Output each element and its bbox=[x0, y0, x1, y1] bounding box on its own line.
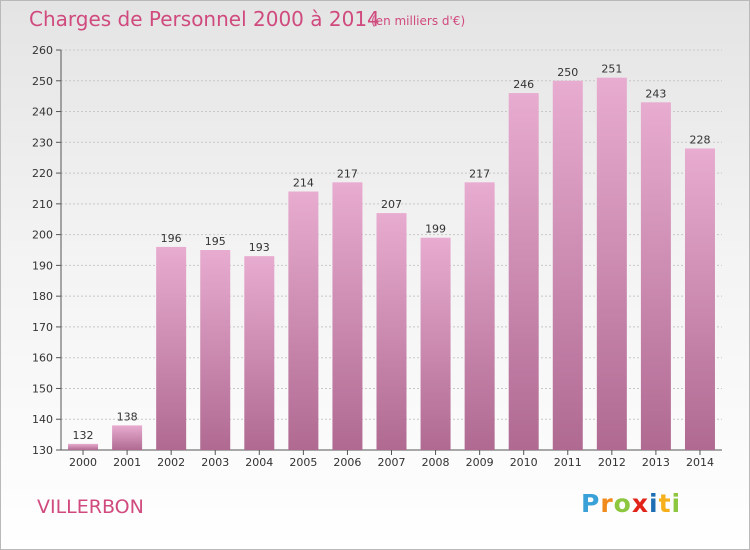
y-tick-label: 180 bbox=[32, 290, 53, 303]
bar-value-label: 132 bbox=[73, 429, 94, 442]
y-tick-label: 150 bbox=[32, 382, 53, 395]
bar-value-label: 243 bbox=[645, 87, 666, 100]
y-tick-label: 160 bbox=[32, 352, 53, 365]
logo-letter: i bbox=[671, 489, 682, 518]
y-tick-label: 220 bbox=[32, 167, 53, 180]
chart-title: Charges de Personnel 2000 à 2014 bbox=[29, 7, 380, 31]
x-tick-label: 2008 bbox=[422, 456, 450, 469]
bar-value-label: 217 bbox=[337, 167, 358, 180]
y-tick-label: 190 bbox=[32, 259, 53, 272]
bar bbox=[112, 425, 143, 450]
x-tick-label: 2011 bbox=[554, 456, 582, 469]
bar bbox=[68, 443, 99, 450]
x-tick-label: 2014 bbox=[686, 456, 714, 469]
bar bbox=[332, 182, 363, 451]
bar-value-label: 138 bbox=[117, 410, 138, 423]
bar bbox=[156, 246, 187, 450]
bar bbox=[464, 182, 495, 451]
bar-value-label: 250 bbox=[557, 66, 578, 79]
x-tick-label: 2000 bbox=[69, 456, 97, 469]
logo-letter: x bbox=[631, 489, 649, 518]
y-tick-label: 260 bbox=[32, 44, 53, 57]
x-tick-label: 2010 bbox=[510, 456, 538, 469]
x-tick-label: 2006 bbox=[333, 456, 361, 469]
bar bbox=[596, 77, 627, 450]
bar-value-label: 217 bbox=[469, 167, 490, 180]
bars bbox=[68, 77, 715, 451]
logo-letter: r bbox=[600, 489, 614, 518]
logo-letter: o bbox=[613, 489, 632, 518]
logo-letter: t bbox=[658, 489, 672, 518]
y-tick-label: 230 bbox=[32, 136, 53, 149]
bar bbox=[508, 93, 539, 451]
y-tick-label: 170 bbox=[32, 321, 53, 334]
labels: 130 140 150 160 170 180 190 200 210 220 230 240 250 2… bbox=[32, 44, 714, 469]
x-tick-label: 2001 bbox=[113, 456, 141, 469]
bar bbox=[244, 256, 275, 450]
bar bbox=[640, 102, 671, 451]
x-tick-label: 2004 bbox=[245, 456, 273, 469]
logo-letter: P bbox=[581, 489, 601, 518]
bar-value-label: 207 bbox=[381, 198, 402, 211]
x-tick-label: 2012 bbox=[598, 456, 626, 469]
x-tick-label: 2005 bbox=[289, 456, 317, 469]
x-tick-label: 2013 bbox=[642, 456, 670, 469]
y-tick-label: 140 bbox=[32, 413, 53, 426]
bar-value-label: 193 bbox=[249, 241, 270, 254]
logo-letter: i bbox=[649, 489, 659, 518]
chart-subtitle: (en milliers d'€) bbox=[371, 14, 466, 28]
proxiti-logo: Proxiti bbox=[581, 489, 681, 518]
bar bbox=[376, 213, 407, 450]
commune-name: VILLERBON bbox=[37, 496, 144, 518]
x-tick-label: 2002 bbox=[157, 456, 185, 469]
y-tick-label: 200 bbox=[32, 229, 53, 242]
x-tick-label: 2007 bbox=[378, 456, 406, 469]
y-tick-label: 240 bbox=[32, 106, 53, 119]
y-tick-label: 130 bbox=[32, 444, 53, 457]
bar bbox=[288, 191, 319, 451]
bar bbox=[200, 250, 231, 450]
x-tick-label: 2009 bbox=[466, 456, 494, 469]
y-tick-label: 210 bbox=[32, 198, 53, 211]
bar-value-label: 228 bbox=[689, 133, 710, 146]
bar-value-label: 251 bbox=[601, 63, 622, 76]
bar-value-label: 214 bbox=[293, 177, 314, 190]
bar-value-label: 199 bbox=[425, 223, 446, 236]
bar-value-label: 195 bbox=[205, 235, 226, 248]
bar bbox=[552, 80, 583, 451]
bar-value-label: 246 bbox=[513, 78, 534, 91]
bar bbox=[420, 237, 451, 450]
bar-value-label: 196 bbox=[161, 232, 182, 245]
bar bbox=[684, 148, 715, 450]
x-tick-label: 2003 bbox=[201, 456, 229, 469]
y-tick-label: 250 bbox=[32, 75, 53, 88]
